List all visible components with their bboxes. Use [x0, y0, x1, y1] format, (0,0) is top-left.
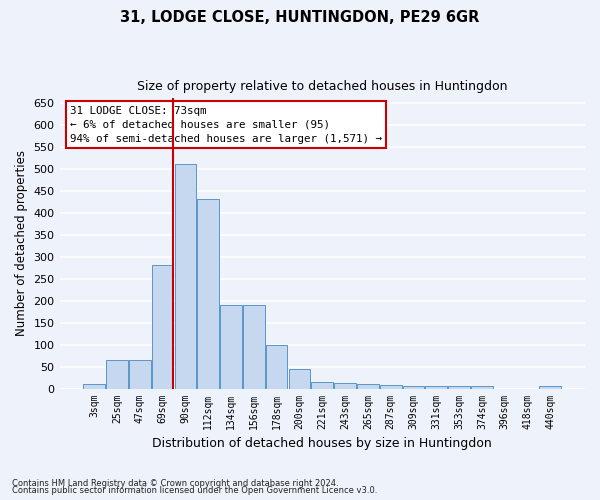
Bar: [220, 305, 242, 388]
Bar: [425, 386, 447, 388]
Bar: [129, 360, 151, 388]
Bar: [539, 386, 561, 388]
Bar: [334, 384, 356, 388]
X-axis label: Distribution of detached houses by size in Huntingdon: Distribution of detached houses by size …: [152, 437, 492, 450]
Bar: [311, 382, 333, 388]
Bar: [357, 384, 379, 388]
Text: Contains HM Land Registry data © Crown copyright and database right 2024.: Contains HM Land Registry data © Crown c…: [12, 478, 338, 488]
Bar: [471, 386, 493, 388]
Bar: [266, 344, 287, 389]
Bar: [380, 385, 401, 388]
Bar: [106, 360, 128, 388]
Title: Size of property relative to detached houses in Huntingdon: Size of property relative to detached ho…: [137, 80, 508, 93]
Bar: [175, 164, 196, 388]
Text: Contains public sector information licensed under the Open Government Licence v3: Contains public sector information licen…: [12, 486, 377, 495]
Bar: [152, 266, 173, 388]
Bar: [403, 386, 424, 388]
Bar: [197, 200, 219, 388]
Bar: [83, 384, 105, 388]
Text: 31 LODGE CLOSE: 73sqm
← 6% of detached houses are smaller (95)
94% of semi-detac: 31 LODGE CLOSE: 73sqm ← 6% of detached h…: [70, 106, 382, 144]
Bar: [289, 369, 310, 388]
Y-axis label: Number of detached properties: Number of detached properties: [15, 150, 28, 336]
Bar: [448, 386, 470, 388]
Text: 31, LODGE CLOSE, HUNTINGDON, PE29 6GR: 31, LODGE CLOSE, HUNTINGDON, PE29 6GR: [121, 10, 479, 25]
Bar: [243, 305, 265, 388]
